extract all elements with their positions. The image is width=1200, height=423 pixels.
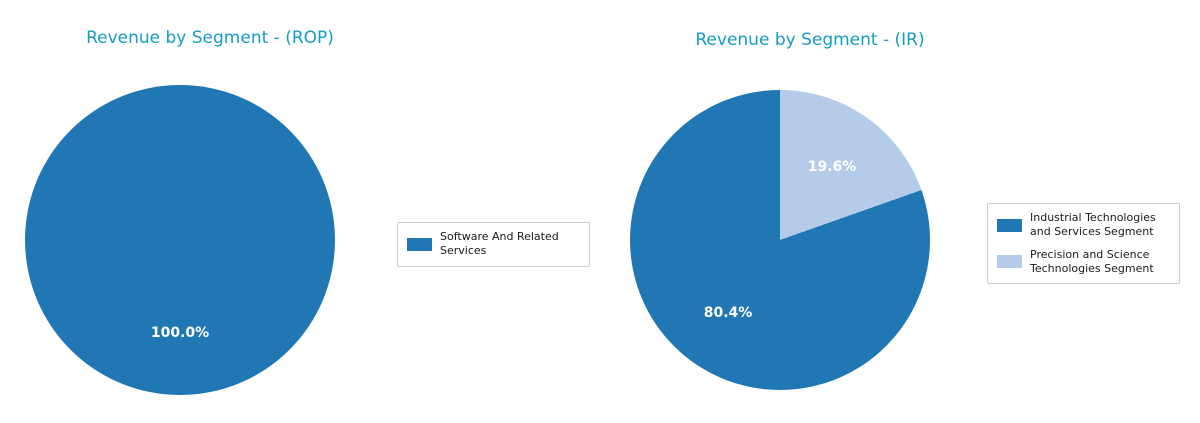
legend-swatch-industrial [997, 218, 1022, 232]
pie-rop: 100.0% [25, 85, 335, 395]
legend-swatch-precision [997, 255, 1022, 269]
pct-label-ir-industrial: 80.4% [703, 305, 753, 321]
legend-label-industrial: Industrial Technologies and Services Seg… [1030, 211, 1156, 239]
chart-title-ir: Revenue by Segment - (IR) [695, 30, 925, 50]
legend-rop: Software And Related Services [397, 222, 590, 267]
legend-item: Software And Related Services [407, 230, 580, 259]
pct-label-rop-software: 100.0% [150, 325, 210, 341]
legend-label-precision: Precision and Science Technologies Segme… [1030, 247, 1154, 275]
legend-item: Precision and Science Technologies Segme… [997, 248, 1170, 277]
pct-label-ir-precision: 19.6% [807, 159, 857, 175]
legend-ir: Industrial Technologies and Services Seg… [987, 203, 1180, 285]
pie-ir: 80.4% 19.6% [630, 90, 930, 390]
legend-swatch-software [407, 237, 432, 251]
legend-label-software: Software And Related Services [440, 230, 559, 258]
legend-item: Industrial Technologies and Services Seg… [997, 211, 1170, 240]
chart-title-rop: Revenue by Segment - (ROP) [86, 28, 334, 48]
